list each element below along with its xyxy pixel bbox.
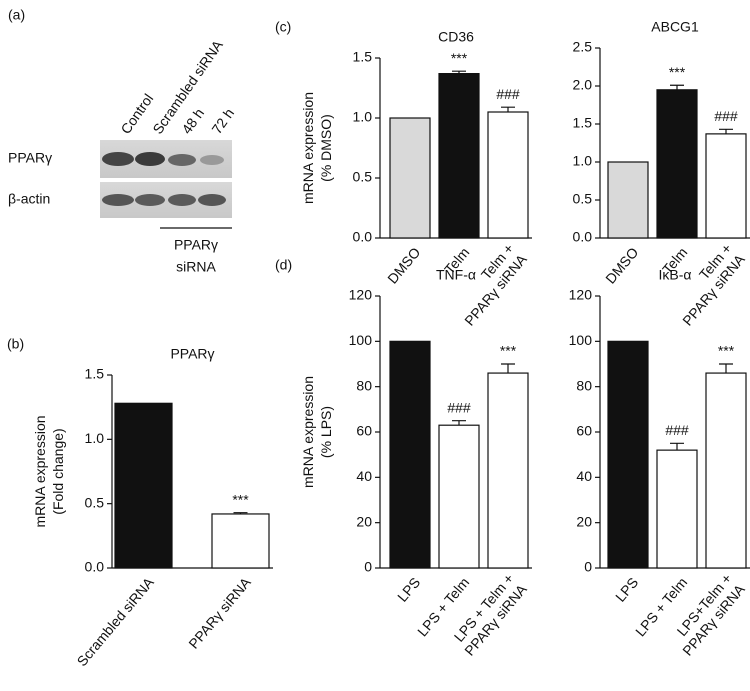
y-axis-label: mRNA expression (Fold change) xyxy=(32,415,66,527)
bracket-label: PPARγ xyxy=(174,237,218,253)
y-tick-label: 120 xyxy=(569,287,593,303)
significance-label: *** xyxy=(232,491,249,507)
bar xyxy=(705,372,747,569)
y-tick-label: 0.5 xyxy=(85,494,105,510)
bracket-label: siRNA xyxy=(176,259,216,275)
y-axis-label-line: (Fold change) xyxy=(50,428,66,514)
x-tick-label-line: LPS xyxy=(612,574,641,605)
y-tick-label: 1.0 xyxy=(573,153,593,169)
significance-label: ### xyxy=(665,422,689,438)
error-bar xyxy=(233,512,248,514)
chart-title: TNF-α xyxy=(436,267,476,283)
x-tick-label-line: DMSO xyxy=(602,244,641,287)
blot-lane-label: 48 h xyxy=(178,105,207,136)
bar xyxy=(114,402,173,569)
y-tick-label: 1.0 xyxy=(353,109,373,125)
y-axis-label-line: (% DMSO) xyxy=(318,114,334,182)
significance-label: *** xyxy=(451,50,468,66)
x-tick-label: DMSO xyxy=(602,244,641,287)
bar xyxy=(607,340,649,569)
y-tick-label: 80 xyxy=(576,377,592,393)
error-bar xyxy=(452,70,466,74)
y-axis-label: mRNA expression (% LPS) xyxy=(300,376,334,488)
chart-title: CD36 xyxy=(438,29,474,45)
error-bar xyxy=(452,420,466,426)
y-tick-label: 0.0 xyxy=(573,229,593,245)
x-tick-label: LPS xyxy=(612,574,641,605)
panel-label: (d) xyxy=(275,257,292,273)
bar xyxy=(438,424,480,569)
y-axis-label-line: mRNA expression xyxy=(300,376,316,488)
y-axis-label-line: mRNA expression xyxy=(32,415,48,527)
error-bar xyxy=(670,442,684,451)
error-bar xyxy=(501,363,515,374)
bar xyxy=(438,72,480,239)
y-tick-label: 0.5 xyxy=(573,191,593,207)
y-tick-label: 1.5 xyxy=(353,49,373,65)
y-axis-label-line: (% LPS) xyxy=(318,406,334,458)
blot-image xyxy=(100,140,232,229)
y-tick-label: 1.5 xyxy=(573,115,593,131)
bar xyxy=(656,89,698,239)
y-tick-label: 0.0 xyxy=(353,229,373,245)
x-tick-label: LPS xyxy=(394,574,423,605)
y-tick-label: 0 xyxy=(584,559,592,575)
y-tick-label: 40 xyxy=(356,468,372,484)
blot-lane-label: 72 h xyxy=(208,105,237,136)
x-tick-label-line: PPARγ siRNA xyxy=(185,574,254,652)
x-tick-label-line: Scrambled siRNA xyxy=(73,574,157,669)
significance-label: ### xyxy=(496,86,520,102)
y-tick-label: 20 xyxy=(576,513,592,529)
y-tick-label: 80 xyxy=(356,377,372,393)
error-bar xyxy=(501,106,515,112)
bar xyxy=(389,117,431,239)
x-tick-label: PPARγ siRNA xyxy=(185,574,254,652)
y-tick-label: 0.5 xyxy=(353,169,373,185)
bar xyxy=(389,340,431,569)
y-tick-label: 1.0 xyxy=(85,430,105,446)
y-tick-label: 120 xyxy=(349,287,373,303)
y-tick-label: 20 xyxy=(356,513,372,529)
y-tick-label: 60 xyxy=(576,423,592,439)
bar xyxy=(487,111,529,239)
significance-label: ### xyxy=(714,108,738,124)
blot-lane-label: Control xyxy=(117,91,156,137)
significance-label: *** xyxy=(718,343,735,359)
y-tick-label: 1.5 xyxy=(85,366,105,382)
blot-row-label: β-actin xyxy=(8,191,50,207)
chart-title: IκB-α xyxy=(659,267,692,283)
panel-label: (c) xyxy=(275,19,291,35)
y-axis-label: mRNA expression (% DMSO) xyxy=(300,92,334,204)
significance-label: *** xyxy=(669,64,686,80)
x-tick-label: Scrambled siRNA xyxy=(73,574,157,669)
y-tick-label: 60 xyxy=(356,423,372,439)
x-tick-label: DMSO xyxy=(384,244,423,287)
y-tick-label: 2.5 xyxy=(573,39,593,55)
bar xyxy=(211,513,270,569)
y-tick-label: 0.0 xyxy=(85,559,105,575)
bar xyxy=(705,133,747,239)
y-tick-label: 0 xyxy=(364,559,372,575)
bar xyxy=(656,449,698,569)
chart-title: PPARγ xyxy=(170,346,214,362)
y-tick-label: 100 xyxy=(349,332,373,348)
error-bar xyxy=(719,363,733,374)
bar xyxy=(607,161,649,239)
x-tick-label-line: LPS xyxy=(394,574,423,605)
chart-title: ABCG1 xyxy=(651,19,699,35)
panel-label: (b) xyxy=(7,336,24,352)
error-bar xyxy=(719,128,733,134)
y-tick-label: 100 xyxy=(569,332,593,348)
significance-label: *** xyxy=(500,343,517,359)
y-tick-label: 2.0 xyxy=(573,77,593,93)
significance-label: ### xyxy=(447,399,471,415)
y-tick-label: 40 xyxy=(576,468,592,484)
error-bar xyxy=(670,84,684,90)
x-tick-label-line: DMSO xyxy=(384,244,423,287)
bar xyxy=(487,372,529,569)
panel-label: (a) xyxy=(8,7,25,23)
blot-row-label: PPARγ xyxy=(8,150,52,166)
y-axis-label-line: mRNA expression xyxy=(300,92,316,204)
